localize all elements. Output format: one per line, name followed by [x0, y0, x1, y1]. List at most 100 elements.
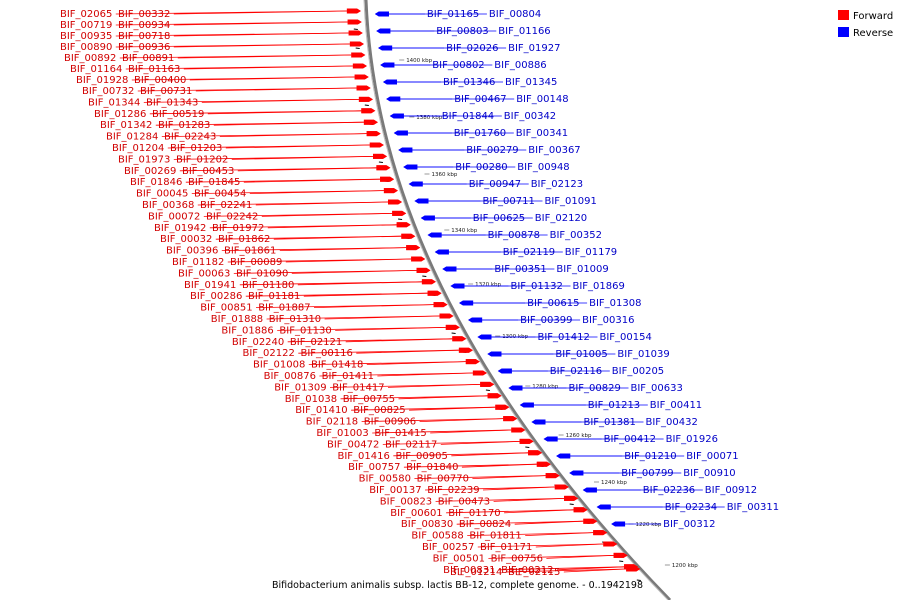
forward-gene-label: BIF_00905 — [396, 451, 448, 462]
minor-tick — [353, 28, 358, 30]
forward-leader-line — [409, 406, 496, 411]
forward-gene-glyph — [613, 552, 628, 558]
reverse-gene-label: BIF_01346 — [443, 77, 495, 88]
forward-leader-line — [313, 304, 434, 308]
forward-gene-label: BIF_01862 — [218, 234, 270, 245]
forward-gene-glyph — [427, 290, 442, 296]
forward-gene-glyph — [388, 199, 402, 205]
reverse-gene-label: BIF_00154 — [600, 332, 652, 343]
forward-gene-label: BIF_02240 — [232, 337, 284, 348]
forward-gene-label: BIF_00823 — [380, 496, 432, 507]
reverse-gene-label: BIF_00912 — [705, 485, 757, 496]
reverse-gene-label: BIF_00342 — [504, 111, 556, 122]
forward-leader-line — [446, 509, 574, 514]
reverse-gene-glyph — [531, 419, 546, 425]
reverse-gene-label: BIF_01091 — [545, 196, 597, 207]
forward-gene-label: BIF_01090 — [236, 268, 288, 279]
forward-gene-label: BIF_00830 — [401, 519, 453, 530]
gene-glyphs — [346, 8, 641, 572]
forward-leader-line — [535, 543, 604, 548]
forward-gene-glyph — [495, 404, 510, 410]
forward-gene-label: BIF_01204 — [112, 143, 164, 154]
forward-gene-label: BIF_00063 — [178, 268, 230, 279]
reverse-gene-glyph — [398, 147, 413, 153]
forward-gene-label: BIF_00454 — [194, 189, 246, 200]
forward-gene-glyph — [347, 19, 362, 25]
reverse-gene-glyph — [519, 402, 534, 408]
forward-gene-label: BIF_01214 — [450, 567, 502, 578]
forward-gene-glyph — [439, 313, 454, 319]
forward-gene-glyph — [361, 108, 376, 114]
reverse-gene-label: BIF_01345 — [505, 77, 557, 88]
forward-leader-line — [324, 315, 440, 320]
scale-tick-label: 1200 kbp — [672, 563, 698, 569]
forward-leader-line — [261, 213, 393, 217]
minor-tick — [378, 161, 383, 163]
forward-gene-label: BIF_01180 — [242, 280, 294, 291]
scale-tick-label: 1380 kbp — [416, 115, 442, 121]
forward-gene-label: BIF_00116 — [301, 348, 353, 359]
reverse-gene-glyph — [386, 96, 401, 102]
forward-leader-line — [173, 43, 350, 48]
reverse-gene-label: BIF_00351 — [494, 264, 546, 275]
reverse-gene-glyph — [596, 504, 611, 510]
forward-gene-label: BIF_00257 — [422, 542, 474, 553]
forward-gene-label: BIF_00400 — [134, 75, 186, 86]
reverse-gene-label: BIF_00311 — [727, 502, 779, 513]
reverse-gene-label: BIF_00341 — [516, 128, 568, 139]
forward-gene-label: BIF_01283 — [158, 120, 210, 131]
legend: Forward Reverse — [838, 10, 893, 39]
forward-gene-label: BIF_02239 — [427, 485, 479, 496]
reverse-gene-glyph — [389, 113, 404, 119]
minor-tick — [355, 47, 360, 49]
forward-gene-glyph — [401, 233, 416, 239]
forward-leader-line — [201, 99, 359, 103]
reverse-gene-label: BIF_00615 — [527, 298, 579, 309]
forward-leader-line — [504, 509, 574, 514]
forward-gene-label: BIF_01416 — [338, 451, 390, 462]
forward-gene-glyph — [626, 566, 641, 572]
forward-gene-glyph — [346, 8, 361, 14]
reverse-gene-label: BIF_01179 — [565, 247, 617, 258]
forward-gene-label: BIF_00770 — [417, 474, 469, 485]
reverse-gene-label: BIF_00886 — [494, 60, 546, 71]
reverse-gene-label: BIF_00316 — [582, 315, 634, 326]
forward-gene-glyph — [421, 279, 436, 285]
forward-gene-label: BIF_00601 — [390, 508, 442, 519]
forward-gene-label: BIF_00501 — [433, 553, 485, 564]
reverse-gene-label: BIF_01009 — [556, 264, 608, 275]
forward-gene-label: BIF_01164 — [70, 64, 122, 75]
reverse-gene-label: BIF_01869 — [573, 281, 625, 292]
forward-gene-label: BIF_00396 — [166, 246, 218, 257]
forward-gene-label: BIF_00473 — [438, 496, 490, 507]
reverse-gene-glyph — [459, 300, 474, 306]
forward-leader-line — [472, 475, 546, 479]
forward-gene-label: BIF_01811 — [469, 531, 521, 542]
scale-tick-label: 1220 kbp — [636, 522, 662, 528]
forward-gene-label: BIF_00831 — [443, 565, 495, 576]
reverse-gene-label: BIF_00399 — [520, 315, 572, 326]
reverse-gene-glyph — [497, 368, 512, 374]
forward-gene-label: BIF_01008 — [253, 360, 305, 371]
forward-leader-line — [387, 384, 481, 388]
reverse-gene-glyph — [383, 79, 397, 85]
minor-tick — [485, 389, 490, 391]
reverse-gene-glyph — [450, 283, 465, 289]
forward-gene-label: BIF_01202 — [176, 154, 228, 165]
forward-gene-glyph — [416, 267, 431, 273]
forward-gene-label: BIF_01846 — [130, 177, 182, 188]
reverse-gene-label: BIF_01926 — [666, 434, 718, 445]
forward-leader-line — [467, 532, 594, 536]
forward-gene-glyph — [354, 74, 369, 80]
forward-leader-line — [249, 190, 384, 194]
forward-leader-line — [505, 568, 627, 573]
forward-gene-label: BIF_00032 — [160, 234, 212, 245]
forward-leader-line — [477, 543, 604, 548]
reverse-gene-label: BIF_02236 — [643, 485, 695, 496]
minor-tick — [422, 275, 427, 277]
reverse-gene-glyph — [442, 266, 457, 272]
forward-leader-line — [356, 349, 459, 354]
forward-gene-glyph — [348, 30, 363, 36]
reverse-gene-glyph — [393, 130, 408, 136]
forward-leader-line — [285, 258, 412, 263]
